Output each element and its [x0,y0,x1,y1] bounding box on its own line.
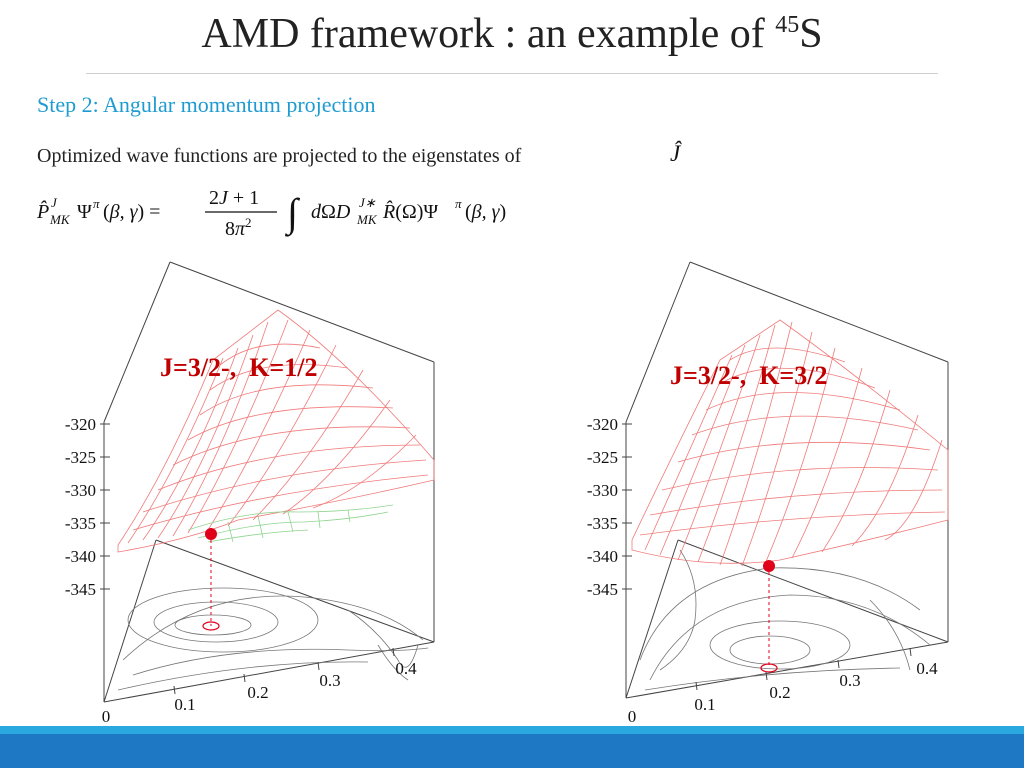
z-tick: -325 [587,448,618,467]
energy-surface-plot-right: -320 -325 -330 -335 -340 -345 0 0.1 0.2 … [570,250,1024,730]
x-tick: 0.2 [247,683,268,702]
slide-title: AMD framework : an example of 45S [201,11,823,57]
svg-text:π: π [455,196,462,211]
svg-text:∫: ∫ [284,190,301,237]
description-text: Optimized wave functions are projected t… [37,145,522,167]
plot-frame [103,261,435,703]
svg-text:Ψ: Ψ [77,201,92,223]
z-tick: -330 [587,481,618,500]
x-tick: 0.4 [916,659,938,678]
x-tick: 0 [102,707,111,726]
energy-surface-mesh [117,309,435,553]
footer-bar [0,734,1024,768]
z-tick: -320 [65,415,96,434]
svg-text:MK: MK [49,212,71,227]
svg-text:8π2: 8π2 [225,215,252,240]
svg-text:2J + 1: 2J + 1 [209,187,259,209]
z-tick: -340 [587,547,618,566]
footer-accent-bar [0,726,1024,734]
x-tick: 0.1 [174,695,195,714]
plot-frame [625,261,949,699]
z-tick: -345 [65,580,96,599]
x-tick: 0.3 [839,671,860,690]
contour-map [117,587,429,691]
svg-text:(β, γ) =: (β, γ) = [103,201,160,223]
projection-formula: P̂ J MK Ψ π (β, γ) = 2J + 1 8π2 ∫ dΩD J∗… [37,187,506,240]
x-tick: 0.1 [694,695,715,714]
step-heading: Step 2: Angular momentum projection [37,92,376,117]
x-tick: 0.2 [769,683,790,702]
svg-text:MK: MK [356,212,378,227]
energy-surface-mesh [631,319,949,567]
z-tick: -320 [587,415,618,434]
svg-text:(β, γ): (β, γ) [465,201,506,223]
energy-surface-plot-left: -320 -325 -330 -335 -340 -345 0 0.1 0.2 … [48,250,508,730]
minimum-projection [202,621,220,631]
svg-text:R̂(Ω)Ψ: R̂(Ω)Ψ [382,200,438,223]
svg-text:π: π [93,196,100,211]
z-tick: -345 [587,580,618,599]
minimum-point [763,560,775,572]
svg-text:dΩD: dΩD [311,201,351,223]
x-tick: 0.4 [395,659,417,678]
z-tick: -340 [65,547,96,566]
z-tick: -330 [65,481,96,500]
minimum-point [205,528,217,540]
z-tick: -335 [587,514,618,533]
title-divider [86,73,938,74]
svg-text:J∗: J∗ [359,195,376,210]
contour-map [639,549,931,691]
x-tick: 0.3 [319,671,340,690]
z-tick: -335 [65,514,96,533]
minimum-projection [760,663,778,673]
energy-surface-mesh-alt [187,504,394,543]
svg-text:P̂: P̂ [37,200,49,223]
z-tick: -325 [65,448,96,467]
j-hat-symbol: Ĵ [670,141,681,166]
state-label: J=3/2-, K=3/2 [670,361,827,390]
x-tick: 0 [628,707,637,726]
svg-text:J: J [51,195,58,210]
state-label: J=3/2-, K=1/2 [160,353,317,382]
